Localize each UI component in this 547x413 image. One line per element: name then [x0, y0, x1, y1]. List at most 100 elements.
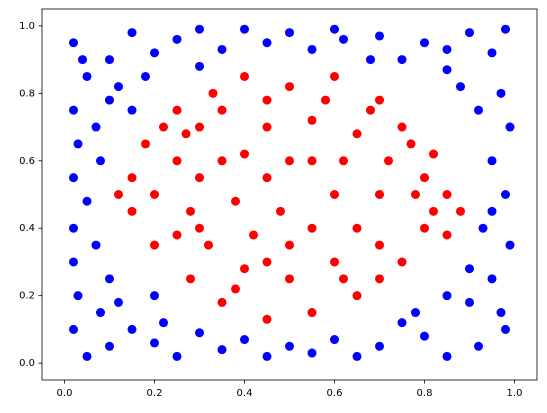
point: [69, 173, 78, 183]
point: [231, 196, 240, 206]
point: [442, 44, 452, 54]
point: [240, 264, 249, 274]
point: [69, 105, 78, 115]
x-tick-label: 0.6: [327, 388, 343, 399]
point: [141, 139, 150, 149]
point: [240, 24, 249, 34]
point: [262, 351, 272, 361]
point: [150, 338, 159, 348]
point: [366, 105, 375, 115]
x-tick-label: 0.8: [417, 388, 433, 399]
point: [262, 122, 272, 132]
point: [375, 341, 384, 351]
point: [141, 71, 150, 81]
point: [172, 351, 182, 361]
point: [262, 173, 272, 183]
point: [487, 274, 497, 284]
point: [217, 297, 227, 307]
point: [159, 318, 168, 328]
point: [420, 173, 429, 183]
point: [217, 156, 227, 166]
point: [285, 240, 294, 250]
axes-frame: [41, 8, 538, 381]
point: [307, 115, 317, 125]
point: [181, 129, 191, 139]
point: [307, 156, 317, 166]
point: [262, 38, 272, 48]
point: [501, 190, 510, 199]
point: [105, 55, 114, 65]
point: [375, 95, 384, 105]
point: [397, 55, 407, 65]
point: [69, 223, 78, 233]
point: [69, 38, 78, 48]
point: [352, 291, 362, 301]
point: [172, 156, 182, 166]
point: [82, 196, 92, 206]
point: [411, 190, 420, 199]
point: [505, 240, 515, 250]
point: [285, 156, 294, 166]
point: [505, 122, 515, 132]
point: [285, 28, 294, 38]
point: [330, 24, 339, 34]
point: [321, 95, 330, 105]
point: [339, 156, 348, 166]
point: [127, 324, 137, 334]
point: [240, 149, 249, 159]
point: [397, 122, 407, 132]
y-tick-label: 0.2: [19, 291, 35, 302]
point: [114, 190, 123, 199]
point: [172, 34, 182, 44]
point: [442, 230, 452, 240]
x-tick-label: 0.4: [237, 388, 253, 399]
point: [474, 341, 483, 351]
point: [478, 223, 488, 233]
point: [429, 149, 438, 159]
x-tick-label: 0.0: [57, 388, 73, 399]
point: [127, 173, 137, 183]
point: [96, 156, 105, 166]
point: [375, 240, 384, 250]
point: [276, 206, 285, 216]
point: [82, 351, 92, 361]
y-tick-label: 0.6: [19, 156, 35, 167]
point: [375, 31, 384, 41]
point: [150, 190, 159, 199]
point: [150, 291, 159, 301]
point: [474, 105, 483, 115]
point: [442, 65, 452, 75]
point: [195, 24, 204, 34]
point: [397, 257, 407, 267]
point: [105, 341, 114, 351]
point: [442, 351, 452, 361]
point: [82, 71, 92, 81]
point: [487, 156, 497, 166]
point: [195, 61, 204, 71]
point: [285, 274, 294, 284]
point: [195, 122, 204, 132]
point: [330, 257, 339, 267]
point: [195, 328, 204, 338]
point: [262, 257, 272, 267]
point: [307, 308, 317, 318]
point: [307, 348, 317, 358]
point: [186, 274, 195, 284]
point: [352, 351, 362, 361]
point: [420, 223, 429, 233]
point: [330, 190, 339, 199]
point: [501, 24, 510, 34]
point: [442, 190, 452, 199]
point: [307, 44, 317, 54]
point: [91, 122, 101, 132]
point: [465, 28, 474, 38]
point: [501, 324, 510, 334]
point: [127, 105, 137, 115]
point: [69, 324, 78, 334]
point: [262, 95, 272, 105]
point: [217, 345, 227, 355]
point: [307, 223, 317, 233]
point: [172, 105, 182, 115]
point: [186, 206, 195, 216]
point: [69, 257, 78, 267]
